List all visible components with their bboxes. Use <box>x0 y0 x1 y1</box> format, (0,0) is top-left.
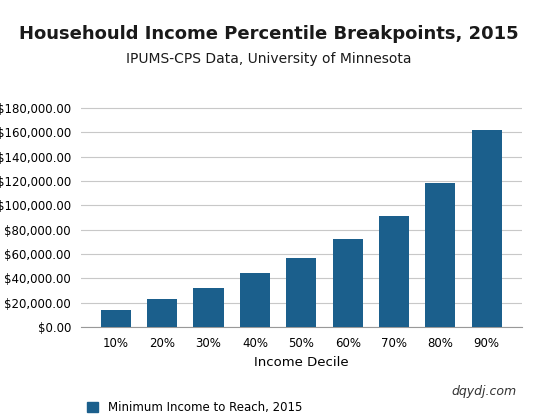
Text: dqydj.com: dqydj.com <box>451 385 516 398</box>
Text: Househould Income Percentile Breakpoints, 2015: Househould Income Percentile Breakpoints… <box>19 25 519 43</box>
X-axis label: Income Decile: Income Decile <box>254 357 349 370</box>
Bar <box>472 130 502 327</box>
Bar <box>426 184 456 327</box>
Bar <box>286 258 316 327</box>
Bar <box>147 299 177 327</box>
Text: IPUMS-CPS Data, University of Minnesota: IPUMS-CPS Data, University of Minnesota <box>126 52 412 66</box>
Bar <box>194 288 224 327</box>
Bar <box>332 239 363 327</box>
Bar <box>379 216 409 327</box>
Legend: Minimum Income to Reach, 2015: Minimum Income to Reach, 2015 <box>87 401 302 414</box>
Bar <box>101 310 131 327</box>
Bar <box>240 273 270 327</box>
